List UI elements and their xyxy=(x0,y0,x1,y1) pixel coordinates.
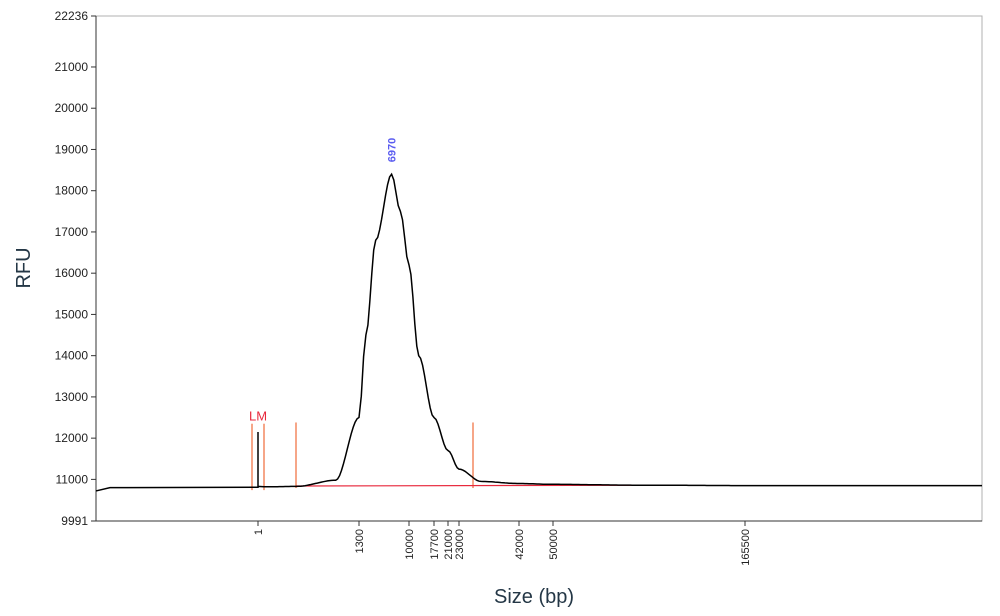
x-tick-label: 1300 xyxy=(354,529,366,553)
y-tick-label: 17000 xyxy=(55,225,89,239)
y-tick-label: 20000 xyxy=(55,101,89,115)
y-tick-label: 21000 xyxy=(55,60,89,74)
x-axis-ticks: 1 1300 10000 17700 21000 23000 42000 50000 16550… xyxy=(253,521,752,566)
peak-size-label: 6970 xyxy=(387,138,399,162)
y-tick-label: 13000 xyxy=(55,390,89,404)
y-axis-ticks: 9991 11000 12000 13000 14000 15000 16000 17000 1… xyxy=(55,9,96,528)
y-tick-label: 15000 xyxy=(55,307,89,321)
y-tick-label: 18000 xyxy=(55,184,89,198)
x-tick-label: 50000 xyxy=(548,529,560,560)
y-tick-label: 16000 xyxy=(55,266,89,280)
y-tick-label: 14000 xyxy=(55,349,89,363)
y-axis-title: RFU xyxy=(13,247,35,288)
rfu-trace xyxy=(95,172,982,492)
y-tick-label: 9991 xyxy=(61,514,88,528)
x-tick-label: 10000 xyxy=(404,529,416,560)
x-tick-label: 42000 xyxy=(514,529,526,560)
plot-area xyxy=(95,15,983,522)
x-tick-label: 1 xyxy=(253,529,265,535)
x-tick-label: 17700 xyxy=(429,529,441,560)
y-tick-label: 12000 xyxy=(55,431,89,445)
x-tick-label: 21000 xyxy=(443,529,455,560)
x-tick-label: 165500 xyxy=(740,529,752,566)
y-tick-label: 11000 xyxy=(56,472,89,486)
x-axis-title: Size (bp) xyxy=(494,586,574,608)
y-tick-label: 22236 xyxy=(55,9,89,23)
y-tick-label: 19000 xyxy=(55,142,89,156)
lower-marker-label: LM xyxy=(249,409,267,424)
x-tick-label: 23000 xyxy=(454,529,466,560)
